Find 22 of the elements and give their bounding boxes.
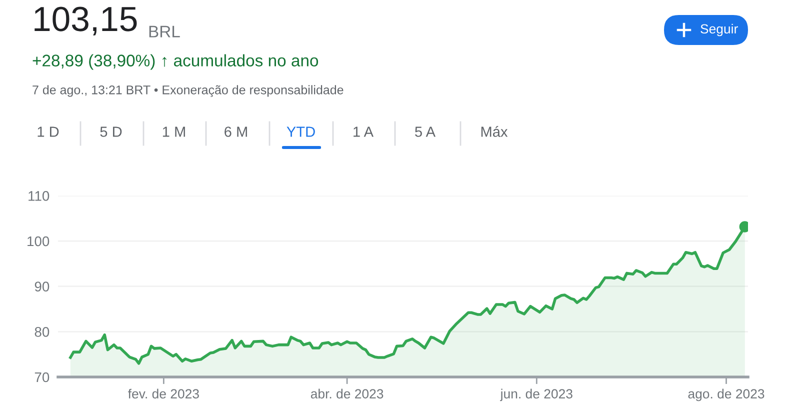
x-tick-label: ago. de 2023 <box>688 388 764 402</box>
text: YTD <box>286 126 315 137</box>
text: Máx <box>481 126 508 137</box>
text: 1 D <box>38 126 59 137</box>
x-tick-label: fev. de 2023 <box>128 388 199 398</box>
text: Seguir <box>700 24 738 36</box>
y-tick-label: 90 <box>34 282 50 292</box>
text: 1 A <box>354 126 374 137</box>
y-tick-label: 70 <box>34 372 50 382</box>
chart-title: 103,15 <box>34 6 137 36</box>
text: 5 A <box>415 126 436 137</box>
text: 5 D <box>100 126 122 137</box>
y-tick-label: 100 <box>28 236 50 246</box>
x-tick-label: abr. de 2023 <box>310 388 384 398</box>
text: 6 M <box>224 126 247 137</box>
x-tick-label: jun. de 2023 <box>500 388 572 402</box>
text: 1 M <box>162 126 185 137</box>
y-tick-label: 80 <box>34 327 50 337</box>
text: BRL <box>149 26 180 38</box>
text: 7 de ago., 13:21 BRT • Exoneração de responsabilidade <box>32 85 344 97</box>
y-tick-label: 110 <box>28 191 50 201</box>
text: +28,89 (38,90%) ↑ acumulados no ano <box>32 54 318 70</box>
